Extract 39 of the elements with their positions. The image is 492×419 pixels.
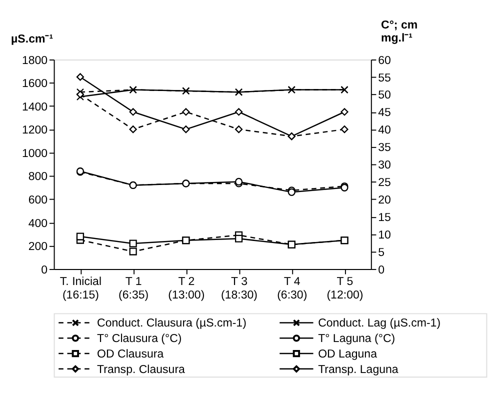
y-axis-title: µS.cm⁻¹ (11, 34, 54, 46)
y2-axis-title: C°; cm mg.l⁻¹ (381, 19, 418, 45)
y2-tick-label: 30 (378, 160, 391, 172)
legend-label: T° Clausura (°C) (97, 333, 182, 346)
y2-tick-label: 35 (378, 142, 391, 154)
y-tick-label: 400 (28, 218, 48, 230)
y2-tick-label: 10 (378, 229, 391, 242)
legend-label: Conduct. Clausura (µS.cm-1) (97, 318, 247, 330)
x-tick-label: T. Inicial (16:15) (60, 276, 102, 302)
y-tick-label: 1600 (22, 78, 48, 90)
x-tick-label: T 1 (6:35) (118, 276, 149, 302)
y2-tick-label: 60 (378, 54, 391, 67)
legend-label: OD Laguna (318, 348, 378, 360)
y-tick-label: 800 (28, 171, 48, 184)
legend-label: OD Clausura (97, 348, 164, 360)
y2-tick-label: 40 (378, 124, 391, 137)
legend-label: Transp. Clausura (97, 364, 186, 376)
legend-label: Conduct. Lag (µS.cm-1) (318, 318, 441, 330)
y2-tick-label: 15 (378, 212, 391, 224)
y-tick-label: 200 (28, 241, 48, 254)
y-tick-label: 1200 (22, 124, 48, 137)
y-tick-label: 0 (41, 264, 48, 276)
y-tick-label: 600 (28, 194, 48, 206)
x-tick-label: T 5 (12:00) (326, 276, 364, 302)
y2-tick-label: 45 (378, 107, 391, 120)
legend-label: T° Laguna (°C) (318, 333, 396, 346)
y-tick-label: 1800 (22, 54, 48, 67)
legend-label: Transp. Laguna (318, 364, 399, 376)
y2-tick-label: 0 (378, 264, 385, 276)
y2-tick-label: 50 (378, 90, 391, 102)
y2-tick-label: 5 (378, 246, 385, 259)
y-tick-label: 1000 (22, 148, 48, 160)
y-tick-label: 1400 (22, 101, 48, 114)
x-tick-label: T 3 (18:30) (221, 276, 258, 302)
y2-tick-label: 55 (378, 72, 391, 84)
y2-tick-label: 20 (378, 194, 391, 206)
y2-tick-label: 25 (378, 177, 391, 190)
x-tick-label: T 2 (13:00) (168, 276, 205, 302)
x-tick-label: T 4 (6:30) (277, 276, 308, 302)
